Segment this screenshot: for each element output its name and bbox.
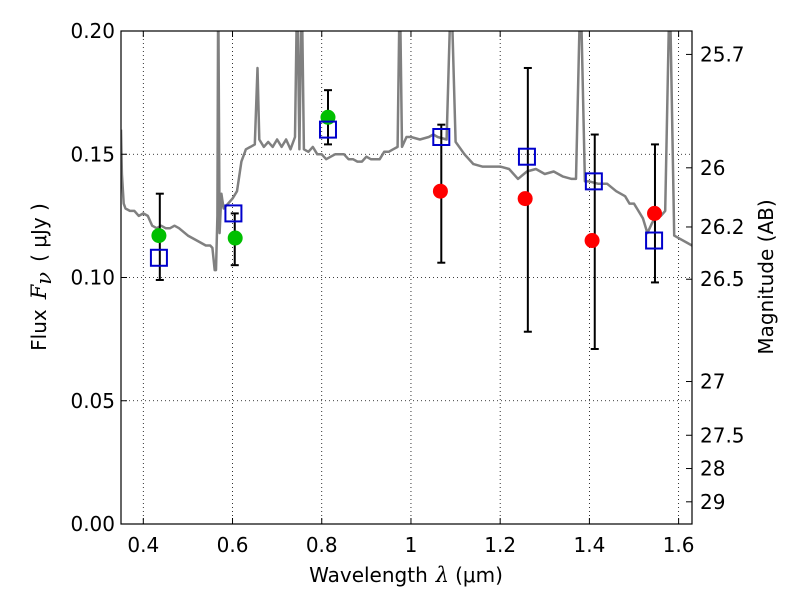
axis-ticks: 0.4 0.6 0.8 1 1.2 1.4 1.6 0.00 0.05 0.10 0.15 0.20 2… <box>70 19 744 557</box>
mag-tick-label: 28 <box>700 457 725 481</box>
mag-tick-label: 29 <box>700 490 725 514</box>
y-tick-label: 0.15 <box>70 142 115 166</box>
mag-tick-label: 27.5 <box>700 423 745 447</box>
y-axis-label: Flux Fν ( μJy ) <box>27 203 56 351</box>
x-tick-label: 1.2 <box>484 533 516 557</box>
x-tick-label: 1.4 <box>573 533 605 557</box>
blue-square-point <box>224 204 243 223</box>
red-point <box>647 205 663 221</box>
y-axis-subscript: ν <box>32 272 56 285</box>
x-axis-label-text: Wavelength <box>309 563 428 587</box>
blue-square-point <box>645 231 664 250</box>
x-tick-label: 1.6 <box>663 533 695 557</box>
green-point <box>227 230 243 246</box>
y-tick-label: 0.05 <box>70 389 115 413</box>
x-tick-label: 0.8 <box>306 533 338 557</box>
y-axis-symbol: F <box>27 283 51 300</box>
x-tick-label: 0.6 <box>217 533 249 557</box>
y-axis-unit: ( μJy ) <box>27 203 51 262</box>
mag-tick-label: 26.5 <box>700 267 745 291</box>
y-axis-label-text: Flux <box>27 309 51 351</box>
green-point <box>151 228 167 244</box>
mag-tick-label: 26 <box>700 156 725 180</box>
blue-square-point <box>318 120 337 139</box>
x-tick-label: 0.4 <box>127 533 159 557</box>
red-point <box>432 183 448 199</box>
y-tick-label: 0.00 <box>70 512 115 536</box>
y2-axis-label: Magnitude (AB) <box>754 199 778 354</box>
blue-square-point <box>517 147 536 166</box>
red-point <box>517 191 533 207</box>
mag-tick-label: 25.7 <box>700 42 745 66</box>
blue-square-point <box>584 172 603 191</box>
y-tick-label: 0.20 <box>70 19 115 43</box>
x-axis-unit: (μm) <box>455 563 503 587</box>
x-axis-label: Wavelength λ (μm) <box>309 563 503 587</box>
data-points <box>149 109 664 267</box>
blue-square-point <box>149 248 168 267</box>
blue-square-point <box>432 127 451 146</box>
red-point <box>584 233 600 249</box>
plot-area <box>121 31 692 524</box>
x-tick-label: 1 <box>405 533 418 557</box>
mag-tick-label: 27 <box>700 370 725 394</box>
mag-tick-label: 26.2 <box>700 215 745 239</box>
x-axis-symbol: λ <box>435 563 449 587</box>
model-sed <box>121 31 692 272</box>
y-tick-label: 0.10 <box>70 266 115 290</box>
model-sed-line <box>121 31 692 272</box>
